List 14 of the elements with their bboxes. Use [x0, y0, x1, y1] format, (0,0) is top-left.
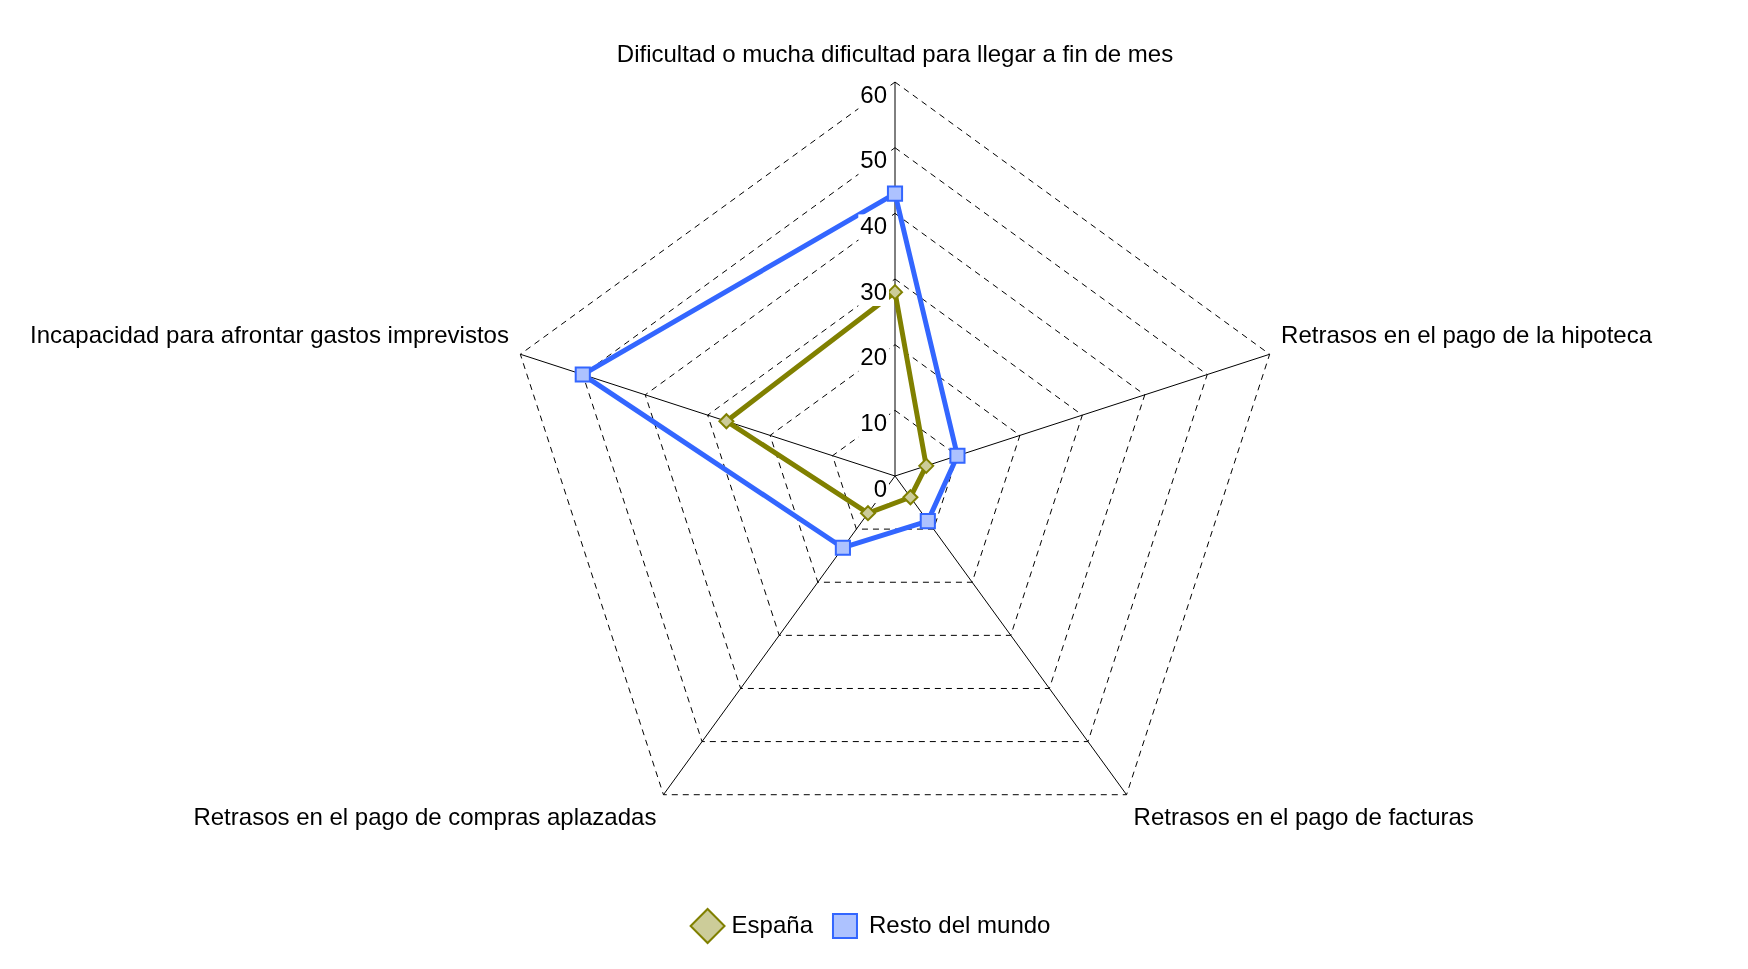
spoke-label: Retrasos en el pago de facturas: [1133, 803, 1474, 831]
y-tick-label: 10: [860, 408, 887, 436]
y-tick-label: 60: [860, 80, 887, 108]
spoke-label: Dificultad o mucha dificultad para llegar a fin de mes: [616, 40, 1174, 68]
spoke-label: Retrasos en el pago de la hipoteca: [1281, 320, 1653, 348]
y-tick-label: 40: [860, 211, 887, 239]
y-tick-label: 20: [860, 343, 887, 371]
y-tick-label: 30: [860, 277, 887, 305]
spoke-label: Incapacidad para afrontar gastos imprevistos: [30, 320, 509, 348]
y-tick-label: 0: [873, 474, 887, 502]
spoke-label: Retrasos en el pago de compras aplazadas: [193, 803, 657, 831]
legend-label: España: [731, 910, 814, 938]
legend-label: Resto del mundo: [868, 910, 1051, 938]
y-tick-label: 50: [860, 146, 887, 174]
